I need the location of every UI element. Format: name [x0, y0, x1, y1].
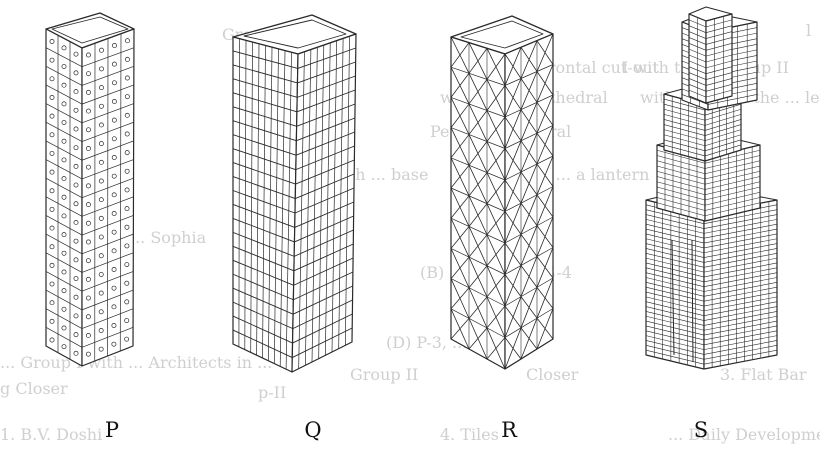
front-face: [233, 37, 298, 372]
label-r: R: [494, 418, 524, 442]
tower-p-perforated-tube: [46, 13, 134, 366]
label-p: P: [97, 418, 127, 442]
tower-q-framed-tube: [233, 15, 356, 372]
tower-s-bundled-tube: [646, 7, 777, 369]
front-face: [46, 29, 82, 366]
tower-r-diagrid-tube: [451, 16, 553, 369]
label-s: S: [686, 418, 716, 442]
label-q: Q: [298, 418, 328, 442]
